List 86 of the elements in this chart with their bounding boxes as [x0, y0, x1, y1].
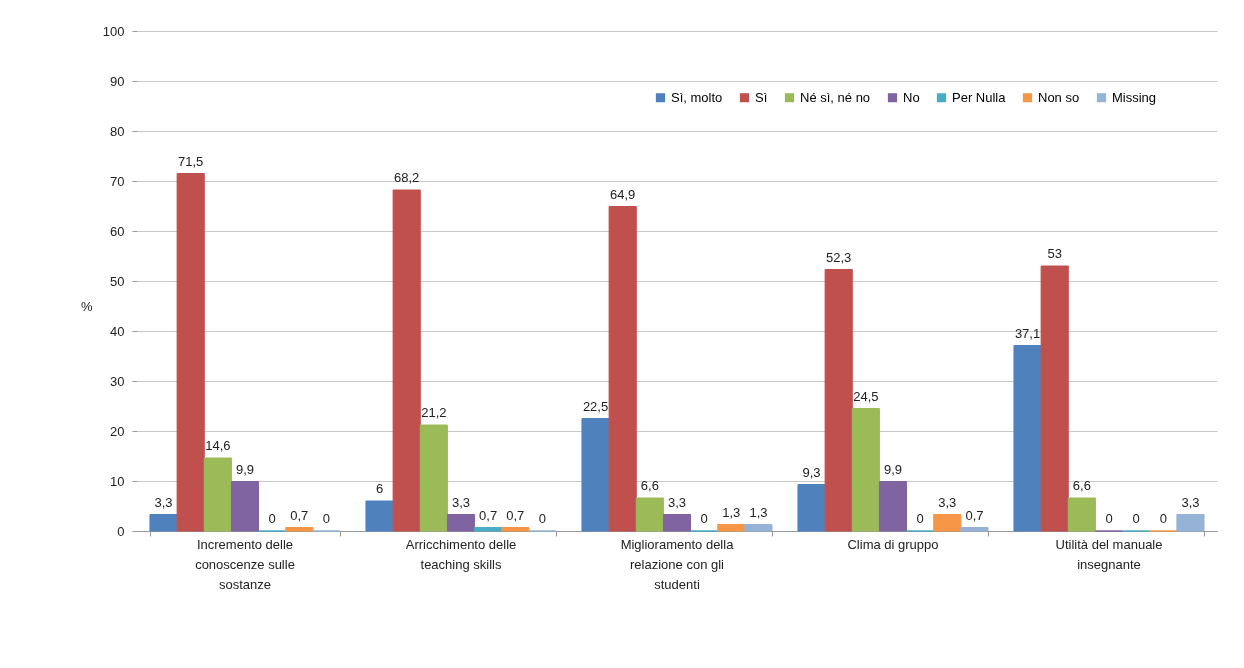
data-label: 0,7: [290, 507, 309, 523]
data-label: 6: [375, 481, 384, 496]
y-tick-label: 20: [110, 423, 125, 439]
bar: [933, 514, 962, 532]
x-tick-label: Arricchimento delle teaching skills: [405, 537, 517, 572]
data-label: 9,3: [802, 464, 821, 480]
data-label: 14,6: [205, 438, 231, 453]
bar: [392, 189, 421, 532]
y-tick-label: 10: [110, 473, 125, 489]
legend-label: Missing: [1112, 89, 1157, 105]
data-label: 3,3: [667, 494, 687, 510]
bar: [1176, 514, 1205, 532]
data-label: 37,1: [1014, 325, 1041, 341]
y-tick-label: 60: [110, 223, 125, 239]
bar: [501, 527, 530, 532]
x-tick-label: Miglioramento della relazione con gli studenti: [620, 537, 735, 592]
y-axis-title: %: [80, 298, 93, 314]
x-tick-label: Clima di gruppo: [847, 537, 939, 552]
bar: [149, 514, 178, 532]
bar: [285, 527, 314, 532]
bar: [851, 408, 880, 532]
y-tick-label: 30: [110, 373, 125, 389]
legend-label: Non so: [1038, 89, 1080, 105]
bar: [1040, 265, 1069, 532]
bar: [608, 206, 637, 532]
data-label: 0: [1132, 511, 1140, 526]
data-label: 9,9: [235, 461, 255, 477]
data-label: 71,5: [178, 153, 204, 169]
data-label: 3,3: [938, 494, 957, 510]
bar: [878, 481, 908, 532]
data-label: 0: [916, 511, 924, 526]
bar: [581, 418, 610, 532]
y-tick-label: 80: [110, 123, 125, 139]
data-label: 3,3: [1181, 494, 1200, 510]
bar: [1013, 345, 1042, 532]
bar: [797, 484, 826, 532]
bar: [824, 269, 853, 532]
x-tick-label: Incremento delle conoscenze sulle sostanze: [195, 537, 295, 592]
x-tick-label: Utilità del manuale insegnante: [1055, 537, 1163, 572]
data-label: 3,3: [451, 494, 471, 510]
data-label: 22,5: [582, 398, 609, 414]
bar: [176, 173, 205, 532]
data-label: 6,6: [1072, 478, 1091, 493]
data-label: 0,7: [479, 507, 498, 523]
data-label: 24,5: [853, 388, 879, 404]
bar: [744, 524, 773, 532]
legend-label: Per Nulla: [952, 89, 1007, 105]
data-label: 3,3: [154, 494, 173, 510]
data-label: 0,7: [965, 507, 984, 523]
data-label: 0: [322, 511, 331, 526]
data-label: 21,2: [421, 405, 447, 420]
legend-label: Sì: [755, 89, 768, 105]
bar: [1067, 497, 1096, 532]
bar: [662, 514, 692, 532]
y-tick-label: 90: [110, 73, 125, 89]
data-label: 0: [700, 511, 708, 526]
y-tick-label: 50: [110, 273, 125, 289]
data-label: 68,2: [394, 170, 420, 185]
bar: [446, 514, 476, 532]
legend-label: Né sì, né no: [800, 89, 871, 105]
y-tick-label: 0: [117, 523, 125, 539]
y-tick-label: 40: [110, 323, 125, 339]
data-label: 0,7: [506, 507, 525, 523]
bar: [635, 497, 664, 532]
data-label: 0: [1105, 511, 1113, 526]
data-label: 0: [538, 511, 547, 526]
data-label: 1,3: [722, 504, 741, 520]
data-label: 53: [1047, 246, 1062, 261]
bar: [203, 457, 232, 532]
y-tick-label: 70: [110, 173, 125, 189]
data-label: 1,3: [749, 504, 768, 520]
bar: [960, 527, 989, 532]
legend-label: No: [903, 89, 920, 105]
legend-label: Sì, molto: [671, 89, 723, 105]
bar: [230, 481, 260, 532]
data-label: 0: [268, 511, 276, 526]
data-label: 0: [1159, 511, 1167, 526]
bar: [365, 500, 394, 532]
data-label: 52,3: [826, 249, 852, 265]
bar: [474, 527, 503, 532]
data-label: 6,6: [640, 478, 659, 493]
y-tick-label: 100: [102, 23, 125, 39]
bar: [419, 424, 448, 532]
data-label: 9,9: [883, 461, 903, 477]
data-label: 64,9: [610, 186, 636, 202]
bar: [717, 524, 746, 532]
